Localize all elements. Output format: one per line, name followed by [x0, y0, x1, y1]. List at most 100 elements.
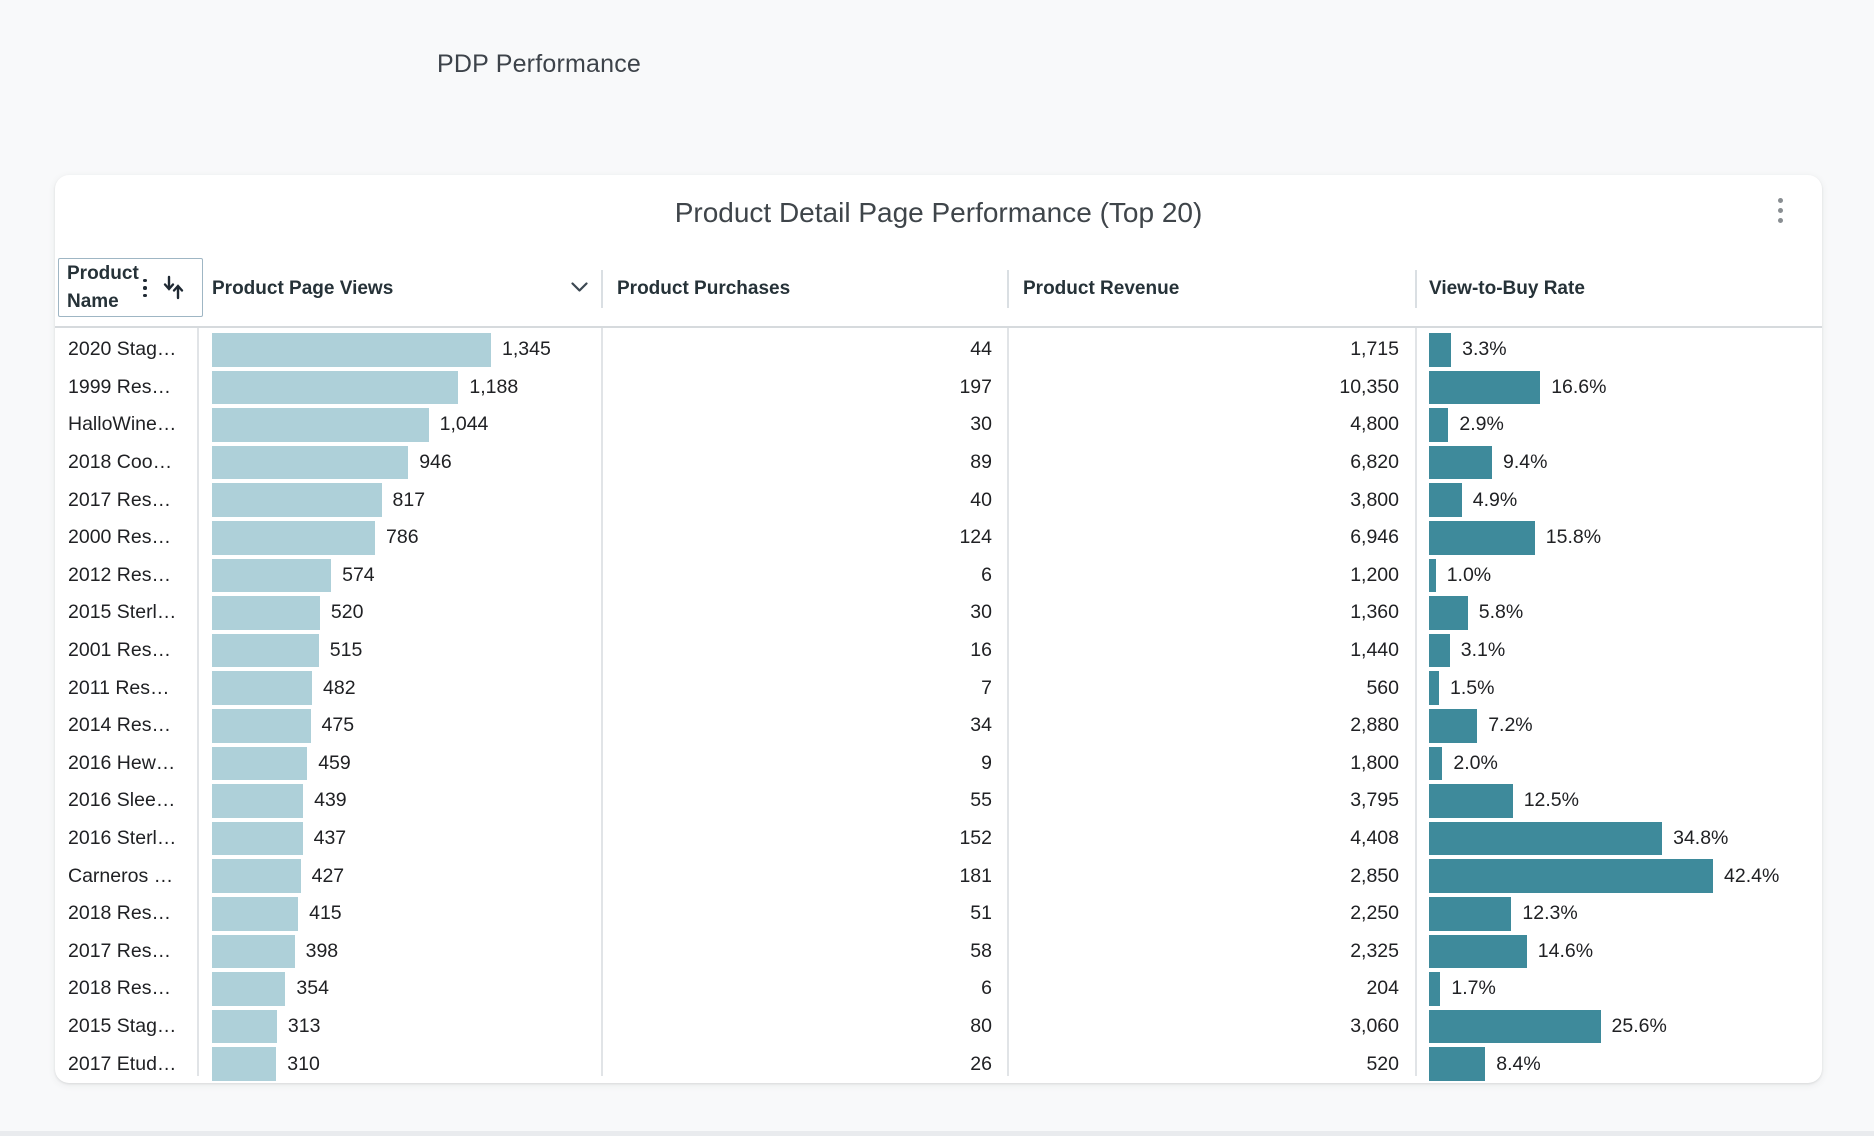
- table-row[interactable]: 2015 Sterl… 520 30 1,360 5.8%: [55, 594, 1822, 632]
- page-views-bar: [212, 596, 320, 630]
- column-header-page-views[interactable]: Product Page Views: [212, 271, 393, 307]
- page-views-bar: [212, 972, 286, 1006]
- table-row[interactable]: 2017 Res… 817 40 3,800 4.9%: [55, 481, 1822, 519]
- column-header-purchases[interactable]: Product Purchases: [617, 271, 790, 307]
- revenue-cell: 10,350: [1339, 375, 1399, 398]
- revenue-cell: 6,820: [1350, 451, 1399, 474]
- view-to-buy-value: 12.3%: [1522, 902, 1578, 925]
- kebab-menu-icon[interactable]: [1770, 191, 1790, 229]
- view-to-buy-value: 1.0%: [1446, 563, 1492, 586]
- view-to-buy-bar: [1429, 408, 1449, 442]
- revenue-cell: 3,060: [1350, 1014, 1399, 1037]
- purchases-cell: 51: [970, 902, 992, 925]
- header-divider: [1415, 270, 1417, 308]
- page-views-bar: [212, 445, 409, 480]
- revenue-cell: 6,946: [1350, 526, 1399, 549]
- table-row[interactable]: 2018 Coo… 946 89 6,820 9.4%: [55, 444, 1822, 482]
- page-views-value: 427: [311, 864, 345, 887]
- view-to-buy-bar: [1429, 558, 1436, 593]
- page-views-bar: [212, 408, 429, 442]
- header-divider: [601, 270, 603, 308]
- revenue-cell: 1,200: [1350, 563, 1399, 586]
- purchases-cell: 124: [959, 526, 992, 549]
- page-views-bar: [212, 370, 459, 405]
- page-views-bar: [212, 333, 491, 367]
- page-views-bar: [212, 1047, 277, 1081]
- view-to-buy-value: 3.3%: [1462, 338, 1507, 361]
- product-name-cell: HalloWine…: [68, 413, 177, 436]
- column-header-revenue[interactable]: Product Revenue: [1023, 271, 1179, 307]
- page-views-value: 574: [342, 563, 375, 586]
- column-header-label: Product Page Views: [212, 278, 394, 299]
- column-options-kebab-icon[interactable]: [140, 274, 150, 302]
- page-views-bar: [212, 934, 295, 969]
- table-row[interactable]: 2017 Res… 398 58 2,325 14.6%: [55, 933, 1822, 971]
- page-views-bar: [212, 558, 332, 593]
- table-row[interactable]: 2014 Res… 475 34 2,880 7.2%: [55, 707, 1822, 745]
- view-to-buy-bar: [1429, 972, 1441, 1006]
- sort-arrows-icon[interactable]: [160, 274, 188, 302]
- table-row[interactable]: 2015 Stag… 313 80 3,060 25.6%: [55, 1008, 1822, 1046]
- product-name-cell: 2014 Res…: [68, 714, 171, 737]
- purchases-cell: 7: [981, 676, 992, 699]
- purchases-cell: 44: [970, 338, 992, 361]
- page-views-value: 946: [419, 451, 452, 474]
- purchases-cell: 6: [981, 977, 992, 1000]
- page-views-bar: [212, 859, 301, 893]
- product-name-cell: 2016 Slee…: [68, 789, 176, 812]
- view-to-buy-value: 1.5%: [1450, 676, 1495, 699]
- purchases-cell: 9: [981, 751, 992, 774]
- table-row[interactable]: Carneros … 427 181 2,850 42.4%: [55, 857, 1822, 895]
- table-row[interactable]: 2001 Res… 515 16 1,440 3.1%: [55, 632, 1822, 670]
- revenue-cell: 3,795: [1350, 789, 1399, 812]
- column-header-product-name[interactable]: Product Name: [58, 258, 203, 317]
- product-name-cell: 2020 Stag…: [68, 338, 177, 361]
- page-views-value: 817: [392, 488, 426, 511]
- table-row[interactable]: 2000 Res… 786 124 6,946 15.8%: [55, 519, 1822, 557]
- revenue-cell: 204: [1366, 977, 1399, 1000]
- purchases-cell: 34: [970, 714, 992, 737]
- table-row[interactable]: 2016 Sterl… 437 152 4,408 34.8%: [55, 820, 1822, 858]
- product-name-cell: 2017 Res…: [68, 488, 171, 511]
- column-header-view-to-buy[interactable]: View-to-Buy Rate: [1429, 271, 1585, 307]
- chevron-down-icon[interactable]: [571, 282, 588, 293]
- page-views-value: 437: [313, 827, 347, 850]
- product-name-cell: 2018 Res…: [68, 977, 171, 1000]
- table-row[interactable]: HalloWine… 1,044 30 4,800 2.9%: [55, 406, 1822, 444]
- product-name-cell: Carneros …: [68, 864, 174, 887]
- revenue-cell: 4,408: [1350, 827, 1399, 850]
- page-views-value: 786: [386, 526, 419, 549]
- view-to-buy-value: 34.8%: [1673, 827, 1729, 850]
- table-row[interactable]: 2016 Slee… 439 55 3,795 12.5%: [55, 782, 1822, 820]
- product-name-cell: 2011 Res…: [68, 676, 170, 699]
- table-row[interactable]: 2017 Etud… 310 26 520 8.4%: [55, 1045, 1822, 1083]
- view-to-buy-value: 7.2%: [1488, 714, 1533, 737]
- table-row[interactable]: 2011 Res… 482 7 560 1.5%: [55, 669, 1822, 707]
- product-name-cell: 2016 Hew…: [68, 751, 176, 774]
- view-to-buy-bar: [1429, 445, 1492, 480]
- table-row[interactable]: 2018 Res… 354 6 204 1.7%: [55, 970, 1822, 1008]
- view-to-buy-bar: [1429, 821, 1663, 856]
- view-to-buy-value: 14.6%: [1537, 939, 1594, 962]
- header-underline: [55, 326, 1822, 328]
- revenue-cell: 1,715: [1350, 338, 1399, 361]
- revenue-cell: 520: [1366, 1052, 1399, 1075]
- view-to-buy-bar: [1429, 708, 1478, 743]
- page-views-value: 520: [330, 601, 364, 624]
- product-name-cell: 2017 Etud…: [68, 1052, 177, 1075]
- view-to-buy-bar: [1429, 520, 1535, 555]
- view-to-buy-value: 8.4%: [1496, 1052, 1541, 1075]
- table-row[interactable]: 2020 Stag… 1,345 44 1,715 3.3%: [55, 331, 1822, 369]
- product-name-cell: 2017 Res…: [68, 939, 171, 962]
- column-header-label: Product Purchases: [617, 278, 791, 299]
- table-row[interactable]: 2018 Res… 415 51 2,250 12.3%: [55, 895, 1822, 933]
- view-to-buy-bar: [1429, 746, 1443, 781]
- purchases-cell: 80: [970, 1014, 992, 1037]
- table-row[interactable]: 2012 Res… 574 6 1,200 1.0%: [55, 557, 1822, 595]
- page-views-value: 313: [287, 1014, 321, 1037]
- table-row[interactable]: 2016 Hew… 459 9 1,800 2.0%: [55, 745, 1822, 783]
- table-row[interactable]: 1999 Res… 1,188 197 10,350 16.6%: [55, 369, 1822, 407]
- view-to-buy-value: 16.6%: [1551, 375, 1607, 398]
- view-to-buy-value: 25.6%: [1611, 1014, 1667, 1037]
- page-views-bar: [212, 483, 382, 517]
